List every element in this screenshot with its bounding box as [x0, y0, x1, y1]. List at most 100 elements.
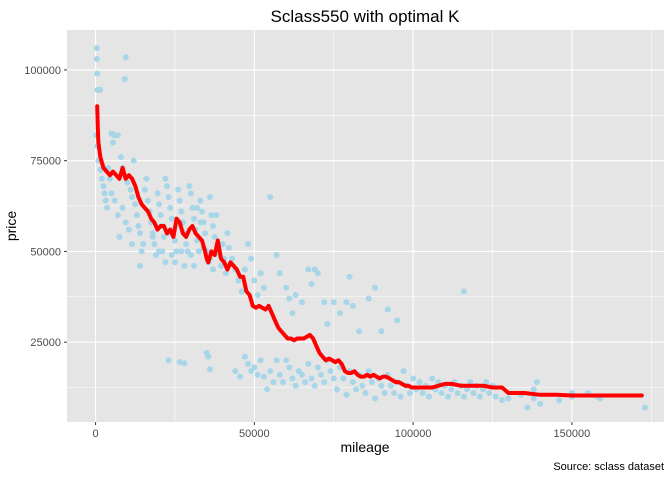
data-point	[283, 357, 290, 364]
data-point	[157, 212, 164, 219]
data-point	[346, 273, 353, 280]
data-point	[198, 208, 205, 215]
data-point	[330, 299, 337, 306]
data-point	[165, 193, 172, 200]
data-point	[372, 395, 379, 402]
data-point	[289, 375, 296, 382]
data-point	[141, 186, 148, 193]
data-point	[130, 157, 137, 164]
data-point	[175, 186, 182, 193]
data-point	[100, 183, 107, 190]
data-point	[426, 393, 433, 400]
data-point	[524, 404, 531, 411]
data-point	[241, 353, 248, 360]
data-point	[167, 204, 174, 211]
data-point	[260, 284, 267, 291]
data-point	[111, 197, 118, 204]
data-point	[245, 241, 252, 248]
data-point	[292, 382, 299, 389]
data-point	[187, 190, 194, 197]
data-point	[308, 375, 315, 382]
data-point	[176, 359, 183, 366]
data-point	[154, 190, 161, 197]
data-point	[530, 386, 537, 393]
data-point	[140, 241, 147, 248]
data-point	[122, 219, 129, 226]
data-point	[168, 252, 175, 259]
scatter-points	[93, 45, 648, 411]
data-point	[117, 154, 124, 161]
data-point	[102, 197, 109, 204]
data-point	[267, 193, 274, 200]
gridlines	[67, 30, 664, 422]
data-point	[419, 389, 426, 396]
data-point	[125, 226, 132, 233]
plot-panel	[67, 30, 664, 422]
data-point	[106, 175, 113, 182]
data-point	[114, 132, 121, 139]
data-point	[454, 389, 461, 396]
data-point	[98, 175, 105, 182]
x-tick-label: 100000	[395, 428, 432, 440]
data-point	[273, 357, 280, 364]
data-point	[302, 379, 309, 386]
data-point	[108, 190, 115, 197]
data-point	[225, 244, 232, 251]
data-point	[337, 310, 344, 317]
data-point	[343, 391, 350, 398]
data-point	[137, 262, 144, 269]
data-point	[381, 389, 388, 396]
data-point	[219, 241, 226, 248]
data-point	[137, 230, 144, 237]
y-tick-label: 75000	[30, 156, 61, 168]
data-point	[124, 179, 131, 186]
data-point	[460, 393, 467, 400]
data-point	[340, 375, 347, 382]
data-point	[359, 382, 366, 389]
data-point	[384, 306, 391, 313]
data-point	[245, 360, 252, 367]
data-point	[129, 193, 136, 200]
data-point	[397, 393, 404, 400]
data-point	[181, 360, 188, 367]
data-point	[470, 389, 477, 396]
data-point	[133, 212, 140, 219]
data-point	[378, 382, 385, 389]
data-point	[406, 389, 413, 396]
data-point	[289, 310, 296, 317]
data-point	[283, 284, 290, 291]
data-point	[237, 373, 244, 380]
data-point	[218, 262, 225, 269]
data-point	[171, 259, 178, 266]
data-point	[208, 212, 215, 219]
data-point	[186, 183, 193, 190]
chart-title: Sclass550 with optimal K	[271, 7, 461, 26]
data-point	[257, 357, 264, 364]
data-point	[276, 371, 283, 378]
y-axis-title: price	[3, 211, 19, 242]
data-point	[222, 270, 229, 277]
data-point	[349, 379, 356, 386]
data-point	[445, 393, 452, 400]
data-point	[476, 393, 483, 400]
data-point	[210, 266, 217, 273]
y-tick-label: 50000	[30, 246, 61, 258]
data-point	[298, 371, 305, 378]
data-point	[224, 230, 231, 237]
data-point	[286, 295, 293, 302]
data-point	[211, 233, 218, 240]
data-point	[305, 266, 312, 273]
caption: Source: sclass dataset	[553, 461, 664, 473]
data-point	[104, 204, 111, 211]
data-point	[321, 379, 328, 386]
data-point	[276, 270, 283, 277]
data-point	[241, 266, 248, 273]
data-point	[187, 252, 194, 259]
data-point	[330, 375, 337, 382]
data-point	[122, 54, 129, 61]
data-point	[305, 360, 312, 367]
data-point	[492, 393, 499, 400]
data-point	[121, 76, 128, 82]
data-point	[292, 291, 299, 298]
